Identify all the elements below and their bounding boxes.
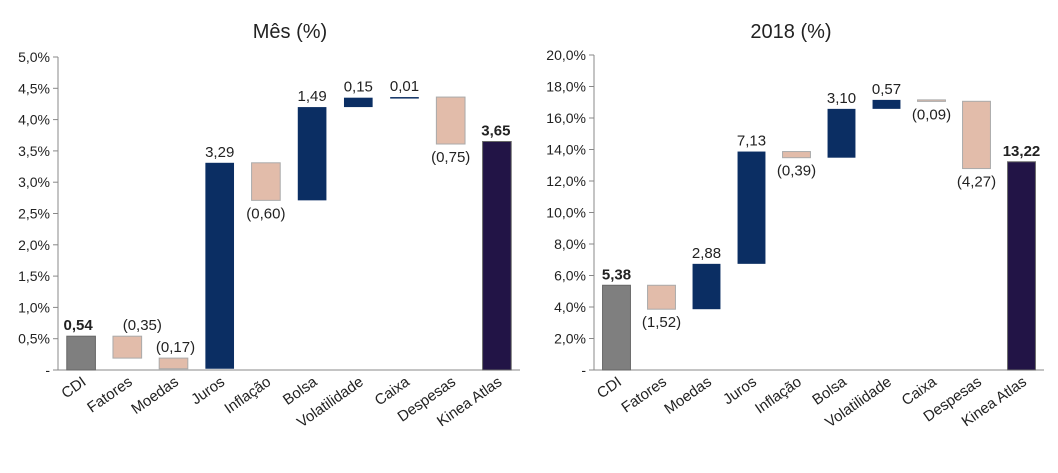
bar-cdi [66, 335, 96, 371]
bar-juros [205, 162, 235, 369]
bar-despesas [962, 100, 991, 170]
bars [602, 99, 1036, 371]
bar-juros [737, 151, 766, 264]
y-tick-label: 2,5% [18, 206, 50, 222]
y-tick-label: 14,0% [546, 142, 586, 158]
y-tick-label: 2,0% [554, 331, 586, 347]
bars [66, 96, 512, 371]
bar-cdi [602, 284, 631, 371]
data-label: 2,88 [692, 245, 721, 262]
bar-fatores [647, 284, 676, 310]
data-label: (0,09) [912, 106, 951, 123]
y-tick-label: 0,5% [18, 331, 50, 347]
bar-caixa [390, 97, 419, 99]
bar-infla-o [251, 162, 281, 201]
y-tick-label: 4,0% [18, 112, 50, 128]
data-label: 1,49 [297, 88, 326, 105]
y-tick-label: - [581, 362, 586, 378]
data-label: 7,13 [737, 133, 766, 150]
data-labels: 0,54 (0,35) (0,17) 3,29 (0,60) 1,49 0,15 0,01 (0… [63, 78, 510, 356]
bar-volatilidade [872, 99, 901, 109]
ytd-waterfall-chart: 2018 (%) - 2,0% 4,0% 6,0% 8,0% 10,0% 12,0% 14,0… [546, 21, 1044, 431]
y-tick-label: 12,0% [546, 173, 586, 189]
data-label: (4,27) [957, 174, 996, 191]
bar-bolsa [297, 107, 327, 201]
data-label: (0,17) [156, 339, 195, 356]
data-label: (0,35) [123, 317, 162, 334]
y-tick-label: 3,0% [18, 174, 50, 190]
x-tick-label: Inflação [752, 373, 805, 417]
y-tick-label: 3,5% [18, 143, 50, 159]
y-tick-label: 10,0% [546, 205, 586, 221]
bar-despesas [435, 96, 466, 145]
data-labels: 5,38 (1,52) 2,88 7,13 (0,39) 3,10 0,57 (0,09) (4… [602, 81, 1040, 331]
data-label: 3,10 [827, 90, 856, 107]
bar-kinea-atlas [1007, 161, 1036, 371]
y-tick-label: 6,0% [554, 268, 586, 284]
x-tick-label: CDI [594, 373, 625, 402]
y-tick-label: 1,5% [18, 268, 50, 284]
y-tick-label: 4,5% [18, 80, 50, 96]
bar-fatores [112, 335, 143, 359]
data-label: 0,01 [390, 78, 419, 95]
monthly-waterfall-chart: Mês (%) - 0,5% 1,0% 1,5% 2,0% 2,5% 3,0% 3,5% 4,0… [18, 21, 520, 431]
data-label: (0,39) [777, 163, 816, 180]
data-label: 0,54 [63, 317, 93, 334]
data-label: (0,75) [431, 149, 470, 166]
x-tick-label: CDI [58, 373, 89, 402]
y-axis: - 2,0% 4,0% 6,0% 8,0% 10,0% 12,0% 14,0% 16,0% 18,… [546, 47, 1044, 378]
data-label: 3,65 [481, 123, 510, 140]
x-tick-label: Inflação [221, 373, 274, 417]
y-tick-label: 18,0% [546, 79, 586, 95]
data-label: (0,60) [246, 205, 285, 222]
x-tick-label: Fatores [84, 373, 135, 416]
x-tick-label: Moedas [661, 373, 714, 418]
bar-infla-o [782, 151, 811, 159]
data-label: 3,29 [205, 144, 234, 161]
y-tick-label: 8,0% [554, 236, 586, 252]
y-axis: - 0,5% 1,0% 1,5% 2,0% 2,5% 3,0% 3,5% 4,0% 4,5% 5,0… [18, 49, 520, 378]
data-label: (1,52) [642, 314, 681, 331]
data-label: 0,15 [344, 79, 373, 96]
y-tick-label: - [45, 362, 50, 378]
y-tick-label: 16,0% [546, 110, 586, 126]
data-label: 5,38 [602, 266, 631, 283]
bar-moedas [158, 357, 189, 370]
x-tick-label: Fatores [618, 373, 669, 416]
chart-title: Mês (%) [253, 21, 327, 43]
bar-caixa [917, 99, 946, 102]
data-label: 0,57 [872, 81, 901, 98]
y-tick-label: 20,0% [546, 47, 586, 63]
y-tick-label: 5,0% [18, 49, 50, 65]
y-tick-label: 2,0% [18, 237, 50, 253]
data-label: 13,22 [1003, 143, 1041, 160]
bar-moedas [692, 263, 721, 310]
chart-title: 2018 (%) [750, 21, 831, 43]
bar-volatilidade [343, 97, 373, 108]
y-tick-label: 1,0% [18, 299, 50, 315]
x-tick-label: Moedas [128, 373, 181, 418]
bar-kinea-atlas [482, 141, 512, 371]
bar-bolsa [827, 108, 856, 158]
y-tick-label: 4,0% [554, 299, 586, 315]
